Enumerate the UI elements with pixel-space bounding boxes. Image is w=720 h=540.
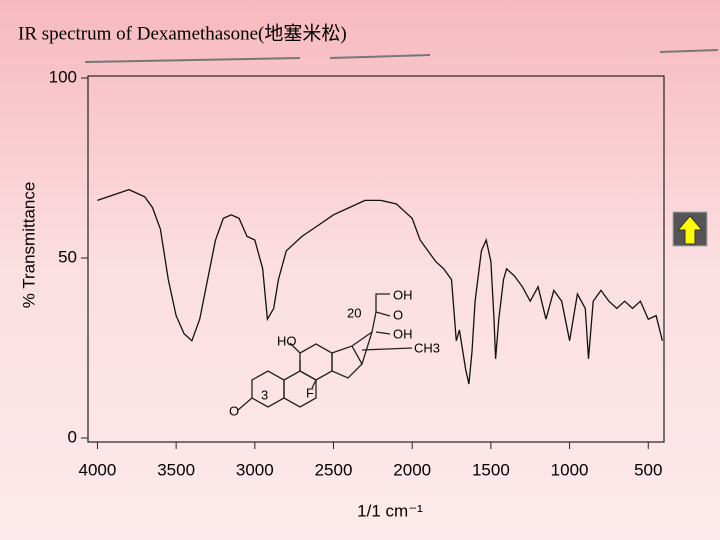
y-axis-label: % Transmittance: [19, 182, 38, 309]
molecule: [237, 293, 413, 411]
structure-label: 20: [347, 305, 361, 320]
x-tick-label: 2000: [393, 460, 431, 479]
slide-title: IR spectrum of Dexamethasone(地塞米松): [18, 22, 347, 44]
structure-label: O: [229, 403, 239, 418]
structure-label: HO: [277, 333, 297, 348]
x-tick-label: 4000: [79, 460, 117, 479]
spectrum-line: [97, 188, 664, 385]
structure-label: CH3: [414, 340, 440, 355]
structure-label: 3: [261, 387, 268, 402]
x-tick-label: 3000: [236, 460, 274, 479]
x-tick-label: 500: [634, 460, 662, 479]
nav-button[interactable]: [672, 211, 708, 247]
x-axis-label: 1/1 cm⁻¹: [357, 501, 423, 520]
structure-label: OH: [393, 326, 413, 341]
x-tick-label: 1500: [472, 460, 510, 479]
structure-label: O: [393, 307, 403, 322]
y-tick-label: 50: [58, 247, 77, 266]
x-tick-label: 3500: [157, 460, 195, 479]
x-tick-label: 1000: [551, 460, 589, 479]
up-arrow[interactable]: [676, 215, 704, 245]
x-tick-label: 2500: [315, 460, 353, 479]
plot-frame: [87, 75, 665, 443]
structure-label: F: [306, 385, 314, 400]
plot: 4000 3500 3000 2500 2000 1500 1000 500 0 50 100: [49, 67, 664, 479]
deco-lines: [84, 49, 719, 63]
structure-label: OH: [393, 287, 413, 302]
y-tick-label: 100: [49, 67, 77, 86]
y-tick-label: 0: [68, 427, 77, 446]
